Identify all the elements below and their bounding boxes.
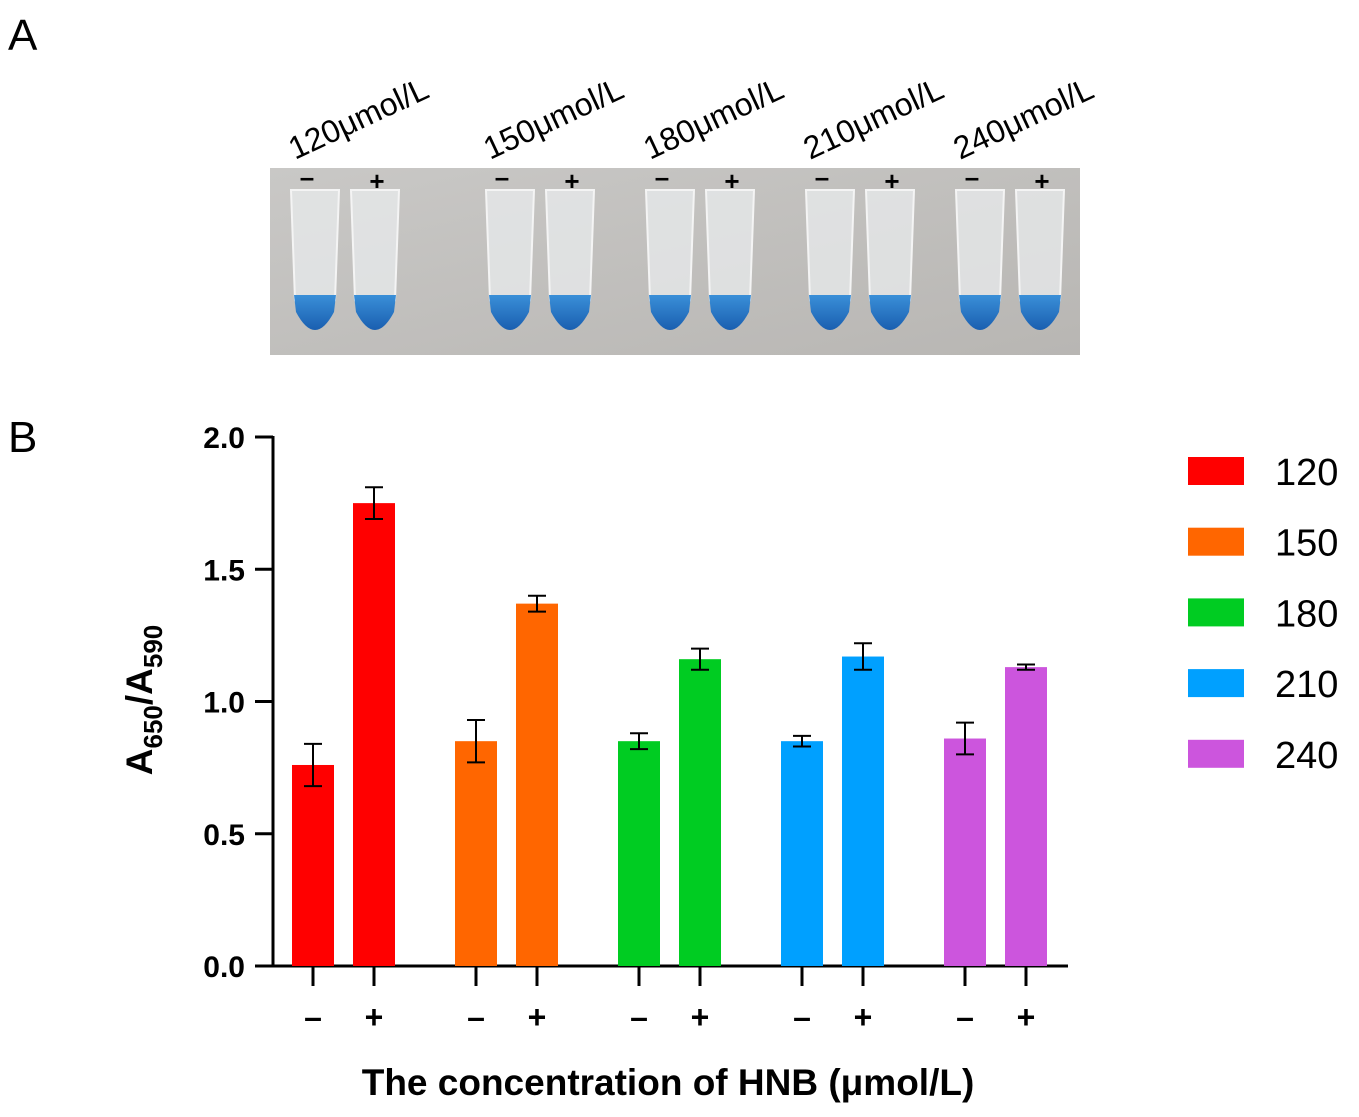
sign-label: – <box>300 162 314 192</box>
solution <box>869 295 911 330</box>
x-tick-label: + <box>691 999 710 1035</box>
sign-label: + <box>369 166 384 196</box>
y-tick-label: 1.0 <box>203 687 245 720</box>
solution <box>549 295 591 330</box>
concentration-label: 180μmol/L <box>638 70 789 166</box>
solution <box>354 295 396 330</box>
concentration-label: 240μmol/L <box>948 70 1099 166</box>
x-tick-label: – <box>793 999 811 1035</box>
error-bar <box>528 594 546 613</box>
solution <box>959 295 1001 330</box>
legend-label: 180 <box>1275 593 1338 635</box>
bar <box>292 764 334 966</box>
y-tick-label: 1.5 <box>203 554 245 587</box>
sign-label: + <box>564 166 579 196</box>
legend-swatch <box>1188 739 1244 768</box>
sign-label: + <box>724 166 739 196</box>
error-bar <box>1017 663 1035 671</box>
solution <box>294 295 336 330</box>
sign-label: – <box>655 162 669 192</box>
y-tick-label: 0.5 <box>203 819 245 852</box>
panel-label: A <box>8 11 38 60</box>
error-bar <box>956 721 974 756</box>
bar <box>1005 667 1047 966</box>
legend-label: 210 <box>1275 664 1338 706</box>
solution <box>709 295 751 330</box>
y-tick-label: 0.0 <box>203 951 245 984</box>
photo: – + – + – + – + – + <box>270 162 1080 355</box>
sign-label: + <box>1034 166 1049 196</box>
solution <box>809 295 851 330</box>
x-tick-label: – <box>304 999 322 1035</box>
legend-label: 150 <box>1275 523 1338 565</box>
y-axis-title-part: 650 <box>138 705 168 748</box>
y-axis-title-part: A <box>119 749 160 776</box>
x-tick-label: + <box>528 999 547 1035</box>
concentration-label: 210μmol/L <box>798 70 949 166</box>
solution <box>489 295 531 330</box>
legend-swatch <box>1188 598 1244 627</box>
error-bar <box>793 734 811 748</box>
sign-label: – <box>495 162 509 192</box>
bar <box>516 603 558 966</box>
error-bar <box>691 647 709 671</box>
legend-label: 120 <box>1275 452 1338 494</box>
bar <box>781 741 823 966</box>
chart: 0.0 0.5 1.0 1.5 2.0 – +120 – +150 – +180 – +210 – +240… <box>119 422 1338 1103</box>
bar <box>455 741 497 966</box>
error-bar <box>854 642 872 671</box>
bar <box>679 659 721 966</box>
error-bar <box>304 742 322 788</box>
sign-label: – <box>965 162 979 192</box>
x-tick-label: + <box>854 999 873 1035</box>
solution <box>1019 295 1061 330</box>
legend-label: 240 <box>1275 735 1338 777</box>
legend-swatch <box>1188 527 1244 556</box>
legend-swatch <box>1188 457 1244 485</box>
concentration-label: 120μmol/L <box>283 70 434 166</box>
x-tick-label: – <box>630 999 648 1035</box>
y-axis-title: A650/A590 <box>119 625 168 776</box>
sign-label: + <box>884 166 899 196</box>
y-axis-title-part: 590 <box>138 625 168 668</box>
error-bar <box>467 719 485 764</box>
concentration-label: 150μmol/L <box>478 70 629 166</box>
error-bar <box>630 732 648 751</box>
legend-swatch <box>1188 669 1244 698</box>
solution <box>649 295 691 330</box>
x-axis-title: The concentration of HNB (μmol/L) <box>362 1062 975 1103</box>
panel-label: B <box>8 413 37 462</box>
bar <box>944 738 986 966</box>
y-tick-label: 2.0 <box>203 422 245 455</box>
x-tick-label: + <box>1017 999 1036 1035</box>
bar <box>353 503 395 966</box>
x-tick-label: – <box>467 999 485 1035</box>
sign-label: – <box>815 162 829 192</box>
y-axis-title-part: /A <box>119 668 160 705</box>
x-tick-label: + <box>365 999 384 1035</box>
bar <box>842 656 884 966</box>
x-tick-label: – <box>956 999 974 1035</box>
bar <box>618 741 660 966</box>
error-bar <box>365 486 383 520</box>
